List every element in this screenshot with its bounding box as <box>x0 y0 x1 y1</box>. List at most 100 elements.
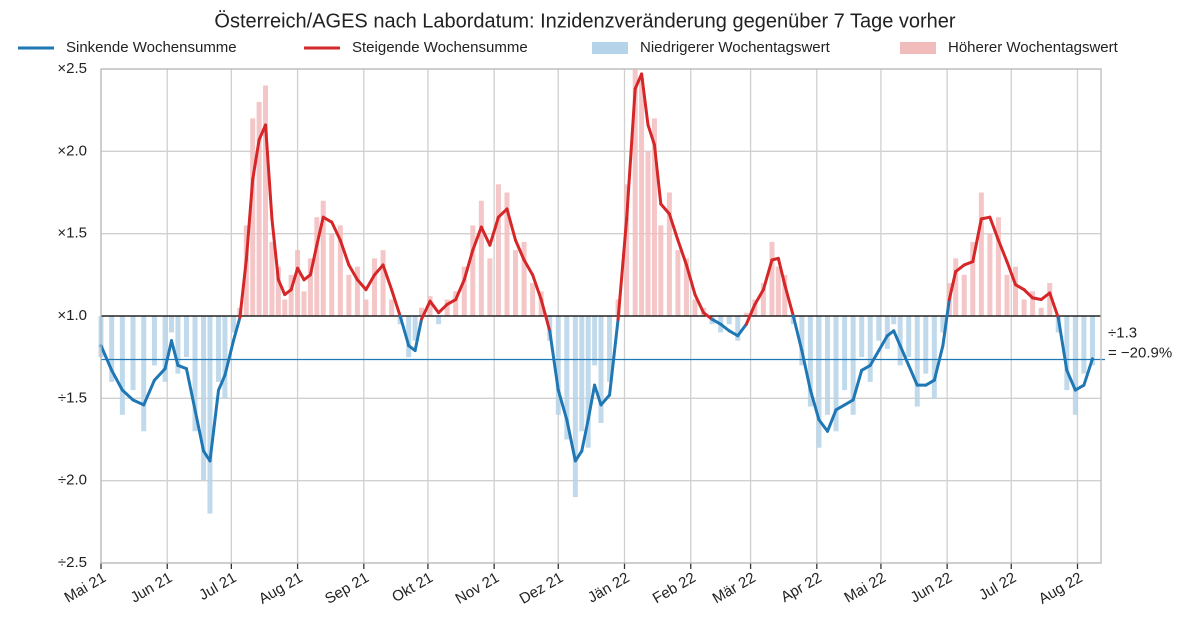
line-segment <box>608 317 620 397</box>
bar <box>726 316 732 325</box>
x-tick-label: Sep 21 <box>322 569 372 607</box>
line-segment <box>971 217 983 264</box>
line-segment <box>667 212 680 242</box>
bar <box>775 266 781 316</box>
bar <box>427 296 433 316</box>
line-segment <box>702 311 714 321</box>
bar <box>307 258 313 316</box>
bar <box>320 200 326 316</box>
line-segment <box>988 215 1000 242</box>
line-segment <box>539 298 552 333</box>
bar <box>109 316 115 382</box>
line-segment <box>315 215 325 247</box>
line-segment <box>924 378 936 387</box>
bar <box>645 151 651 316</box>
line-segment <box>163 339 174 371</box>
line-segment <box>727 329 740 338</box>
x-tick-label: Aug 22 <box>1036 569 1086 607</box>
line-segment <box>932 344 945 382</box>
line-segment <box>941 298 951 348</box>
bar <box>891 316 897 325</box>
x-tick-label: Nov 21 <box>452 569 502 607</box>
bar <box>1038 307 1044 316</box>
bar <box>953 258 959 316</box>
y-tick-label: ÷1.5 <box>58 389 87 406</box>
line-segment <box>962 260 975 267</box>
x-tick-label: Dez 21 <box>517 569 567 607</box>
bar <box>363 299 369 316</box>
reference-note: = −20.9% <box>1108 344 1172 361</box>
line-segment <box>522 258 535 277</box>
x-tick-label: Jul 21 <box>196 569 239 604</box>
bar <box>675 250 681 316</box>
line-segment <box>868 349 881 367</box>
bar <box>380 250 386 316</box>
bar <box>592 316 598 366</box>
line-segment <box>996 238 1009 264</box>
bar <box>995 217 1001 316</box>
line-segment <box>719 322 731 333</box>
line-segment <box>586 383 597 422</box>
bar <box>169 316 175 333</box>
line-segment <box>791 314 804 353</box>
bar <box>666 192 672 316</box>
line-segment <box>744 302 757 326</box>
x-tick-label: Aug 21 <box>256 569 306 607</box>
line-segment <box>817 418 829 433</box>
bar <box>372 258 378 316</box>
bar <box>1072 316 1078 415</box>
bar <box>564 316 570 440</box>
legend-label: Niedrigerer Wochentagswert <box>640 39 831 56</box>
bar <box>859 316 865 358</box>
line-segment <box>625 87 637 221</box>
line-segment <box>381 263 394 292</box>
bar <box>807 316 813 407</box>
line-segment <box>646 123 656 147</box>
bar <box>329 233 335 316</box>
bar <box>816 316 822 448</box>
x-tick-label: Mär 22 <box>710 569 759 607</box>
x-tick-label: Jun 22 <box>908 569 956 606</box>
line-segment <box>1022 288 1035 300</box>
line-segment <box>505 207 518 242</box>
line-segment <box>1073 383 1086 392</box>
bar <box>760 283 766 316</box>
bar <box>1064 316 1070 391</box>
line-segment <box>364 273 377 292</box>
line-segment <box>907 363 919 387</box>
legend-label: Höherer Wochentagswert <box>948 39 1119 56</box>
bar <box>970 241 976 316</box>
line-segment <box>142 378 156 407</box>
line-segment <box>445 298 458 306</box>
bar <box>151 316 157 366</box>
bar <box>735 316 741 341</box>
bar <box>572 316 578 498</box>
bar <box>470 225 476 316</box>
bar <box>658 225 664 316</box>
line-segment <box>954 263 966 274</box>
line-segment <box>355 278 368 292</box>
bar <box>207 316 213 514</box>
line-segment <box>308 243 319 277</box>
bar <box>119 316 125 415</box>
line-segment <box>471 225 483 252</box>
line-segment <box>659 202 671 216</box>
bar <box>906 316 912 358</box>
line-segment <box>270 217 280 282</box>
y-tick-label: ÷2.0 <box>58 472 87 489</box>
bar <box>799 316 805 366</box>
line-segment <box>276 278 287 297</box>
line-segment <box>420 299 432 321</box>
line-segment <box>808 388 821 422</box>
bar <box>931 316 937 399</box>
line-segment <box>616 217 629 321</box>
bar <box>914 316 920 407</box>
line-segment <box>599 393 612 407</box>
bar <box>478 200 484 316</box>
line-segment <box>184 367 197 412</box>
line-segment <box>110 368 124 392</box>
bar <box>201 316 207 481</box>
bar <box>444 299 450 316</box>
bar <box>876 316 882 341</box>
